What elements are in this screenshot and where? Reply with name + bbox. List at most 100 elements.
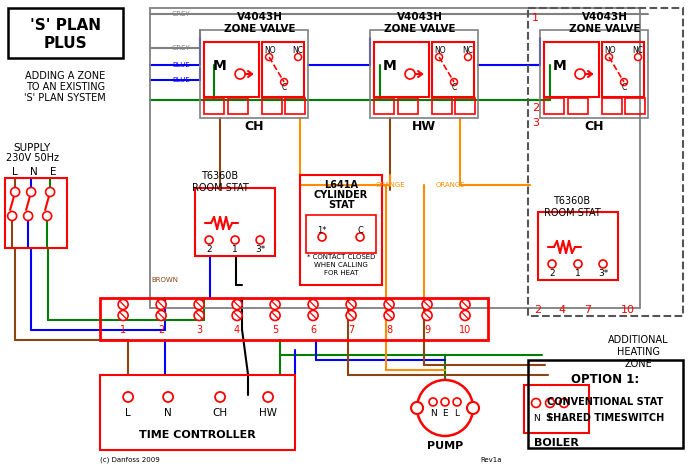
Circle shape	[451, 79, 457, 86]
Bar	[100, 375, 295, 450]
Circle shape	[295, 53, 302, 60]
Circle shape	[346, 300, 356, 309]
Text: 4: 4	[558, 305, 566, 315]
Circle shape	[163, 392, 173, 402]
Circle shape	[46, 188, 55, 197]
Text: 2: 2	[158, 325, 164, 335]
Text: Rev1a: Rev1a	[480, 457, 502, 463]
Bar	[262, 98, 282, 114]
Text: 3*: 3*	[255, 246, 265, 255]
Bar	[432, 98, 452, 114]
Bar	[602, 98, 622, 114]
Text: BROWN: BROWN	[152, 277, 179, 283]
Text: T6360B
ROOM STAT: T6360B ROOM STAT	[544, 196, 600, 218]
Bar	[100, 298, 488, 340]
Bar	[374, 98, 394, 114]
Bar	[5, 178, 67, 248]
Circle shape	[575, 69, 585, 79]
Circle shape	[417, 380, 473, 436]
Text: N: N	[30, 167, 38, 177]
Text: V4043H
ZONE VALVE: V4043H ZONE VALVE	[569, 12, 641, 34]
Text: CH: CH	[584, 119, 604, 132]
Circle shape	[384, 310, 394, 321]
Text: 4: 4	[234, 325, 240, 335]
Bar	[432, 42, 474, 97]
Text: E: E	[547, 415, 553, 424]
Circle shape	[256, 236, 264, 244]
Text: TO AN EXISTING: TO AN EXISTING	[26, 82, 105, 92]
Text: NO: NO	[264, 45, 276, 55]
Text: L: L	[12, 167, 18, 177]
Text: 2: 2	[549, 270, 555, 278]
Text: 5: 5	[272, 325, 278, 335]
Text: 1*: 1*	[317, 226, 327, 234]
Circle shape	[546, 398, 555, 408]
Text: * CONTACT CLOSED: * CONTACT CLOSED	[307, 254, 375, 260]
Bar	[568, 98, 588, 114]
Circle shape	[599, 260, 607, 268]
Bar	[540, 30, 648, 118]
Circle shape	[548, 260, 556, 268]
Text: M: M	[213, 59, 227, 73]
Circle shape	[308, 300, 318, 309]
Text: GREY: GREY	[172, 45, 191, 51]
Circle shape	[467, 402, 479, 414]
Text: CH: CH	[213, 408, 228, 418]
Text: 3: 3	[532, 118, 539, 128]
Text: BOILER: BOILER	[533, 438, 578, 448]
Circle shape	[123, 392, 133, 402]
Circle shape	[384, 300, 394, 309]
Bar	[524, 385, 589, 433]
Bar	[538, 212, 618, 280]
Bar	[625, 98, 645, 114]
Bar	[374, 42, 429, 97]
Circle shape	[235, 69, 245, 79]
Circle shape	[118, 300, 128, 309]
Circle shape	[560, 398, 569, 408]
Bar	[262, 42, 304, 97]
Text: NO: NO	[434, 45, 446, 55]
Circle shape	[422, 300, 432, 309]
Text: NC: NC	[292, 45, 303, 55]
Bar	[544, 42, 599, 97]
Text: OPTION 1:: OPTION 1:	[571, 373, 639, 387]
Circle shape	[10, 188, 19, 197]
Text: L: L	[562, 415, 566, 424]
Text: HW: HW	[412, 119, 436, 132]
Text: 'S' PLAN SYSTEM: 'S' PLAN SYSTEM	[24, 93, 106, 103]
Text: PUMP: PUMP	[427, 441, 463, 451]
Text: 10: 10	[621, 305, 635, 315]
Text: 10: 10	[459, 325, 471, 335]
Circle shape	[270, 310, 280, 321]
Bar	[200, 30, 308, 118]
Circle shape	[205, 236, 213, 244]
Text: 1: 1	[575, 270, 581, 278]
Text: 2: 2	[532, 103, 539, 113]
Text: HW: HW	[259, 408, 277, 418]
Bar	[528, 8, 683, 316]
Circle shape	[574, 260, 582, 268]
Circle shape	[460, 310, 470, 321]
Circle shape	[27, 188, 36, 197]
Circle shape	[43, 212, 52, 220]
Text: ADDITIONAL: ADDITIONAL	[608, 335, 669, 345]
Text: ORANGE: ORANGE	[375, 182, 405, 188]
Text: SHARED TIMESWITCH: SHARED TIMESWITCH	[546, 413, 664, 423]
Circle shape	[405, 69, 415, 79]
Circle shape	[118, 310, 128, 321]
Text: N: N	[430, 410, 437, 418]
Circle shape	[308, 310, 318, 321]
Text: E: E	[442, 410, 448, 418]
Circle shape	[453, 398, 461, 406]
Bar	[544, 98, 564, 114]
Circle shape	[156, 310, 166, 321]
Text: CONVENTIONAL STAT: CONVENTIONAL STAT	[547, 397, 663, 407]
Circle shape	[8, 212, 17, 220]
Text: C: C	[282, 82, 287, 92]
Circle shape	[606, 53, 613, 60]
Text: 1: 1	[233, 246, 238, 255]
Text: GREY: GREY	[172, 11, 191, 17]
Text: 7: 7	[348, 325, 354, 335]
Bar	[455, 98, 475, 114]
Circle shape	[215, 392, 225, 402]
